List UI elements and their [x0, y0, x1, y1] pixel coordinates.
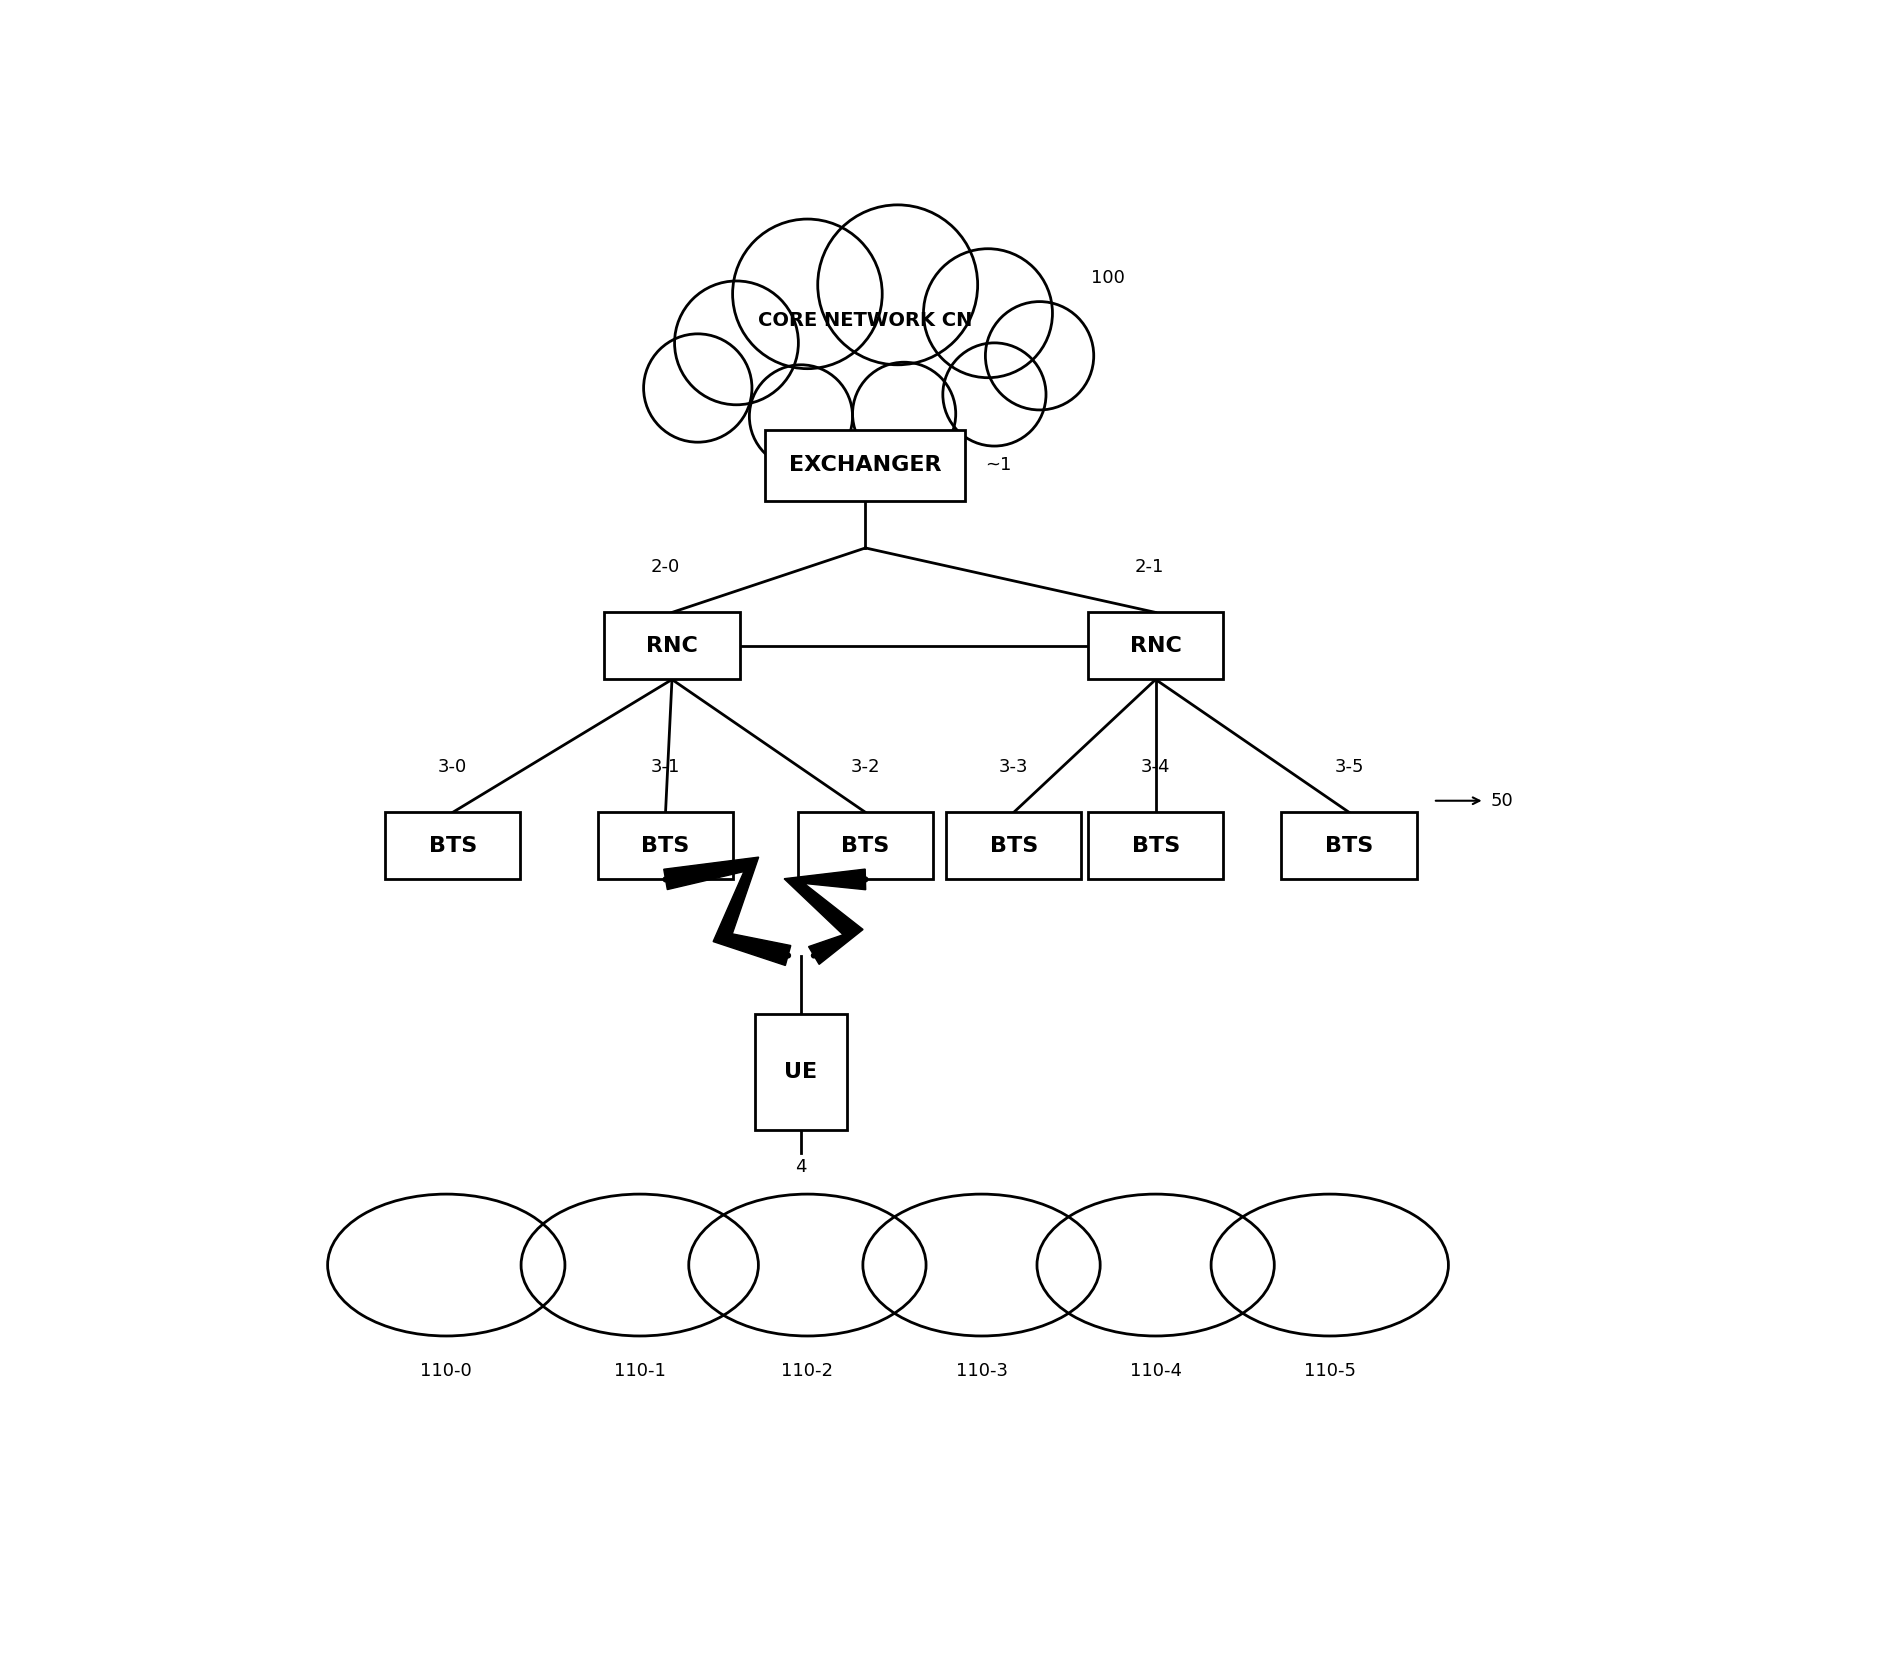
Text: 110-5: 110-5: [1303, 1362, 1354, 1380]
FancyBboxPatch shape: [1088, 812, 1222, 879]
Polygon shape: [784, 869, 865, 965]
Circle shape: [748, 365, 852, 467]
Circle shape: [644, 333, 752, 442]
Circle shape: [818, 204, 977, 365]
Text: 4: 4: [795, 1157, 807, 1176]
FancyBboxPatch shape: [604, 613, 739, 680]
FancyBboxPatch shape: [765, 430, 965, 501]
Circle shape: [674, 281, 797, 405]
Text: CORE NETWORK CN: CORE NETWORK CN: [757, 312, 973, 330]
FancyBboxPatch shape: [1281, 812, 1417, 879]
FancyBboxPatch shape: [797, 812, 933, 879]
FancyBboxPatch shape: [754, 1013, 846, 1129]
Text: EXCHANGER: EXCHANGER: [790, 456, 941, 476]
Circle shape: [943, 343, 1045, 446]
Text: 3-3: 3-3: [999, 759, 1028, 776]
Text: BTS: BTS: [429, 836, 476, 856]
Text: 2-1: 2-1: [1133, 558, 1164, 576]
Text: RNC: RNC: [1130, 636, 1181, 657]
Circle shape: [984, 302, 1094, 410]
Text: BTS: BTS: [990, 836, 1037, 856]
FancyBboxPatch shape: [1088, 613, 1222, 680]
Text: BTS: BTS: [640, 836, 689, 856]
Text: 3-5: 3-5: [1334, 759, 1364, 776]
Polygon shape: [663, 858, 790, 965]
Text: 3-4: 3-4: [1141, 759, 1169, 776]
Circle shape: [852, 362, 956, 466]
Text: BTS: BTS: [841, 836, 890, 856]
FancyBboxPatch shape: [597, 812, 733, 879]
Text: 110-0: 110-0: [419, 1362, 472, 1380]
Text: BTS: BTS: [1324, 836, 1373, 856]
Text: BTS: BTS: [1132, 836, 1179, 856]
Circle shape: [733, 219, 882, 368]
Text: 2-0: 2-0: [650, 558, 680, 576]
Text: 110-3: 110-3: [956, 1362, 1007, 1380]
Text: 3-2: 3-2: [850, 759, 880, 776]
Text: 110-1: 110-1: [614, 1362, 665, 1380]
FancyBboxPatch shape: [385, 812, 519, 879]
Text: 110-2: 110-2: [780, 1362, 833, 1380]
FancyBboxPatch shape: [946, 812, 1081, 879]
Text: 100: 100: [1090, 270, 1124, 288]
Text: 110-4: 110-4: [1130, 1362, 1181, 1380]
Text: UE: UE: [784, 1062, 818, 1082]
Ellipse shape: [684, 271, 1045, 439]
Text: 50: 50: [1490, 792, 1513, 809]
Text: RNC: RNC: [646, 636, 697, 657]
Text: ~1: ~1: [984, 456, 1011, 474]
Text: 3-0: 3-0: [438, 759, 467, 776]
Text: 3-1: 3-1: [650, 759, 680, 776]
Circle shape: [924, 248, 1052, 377]
